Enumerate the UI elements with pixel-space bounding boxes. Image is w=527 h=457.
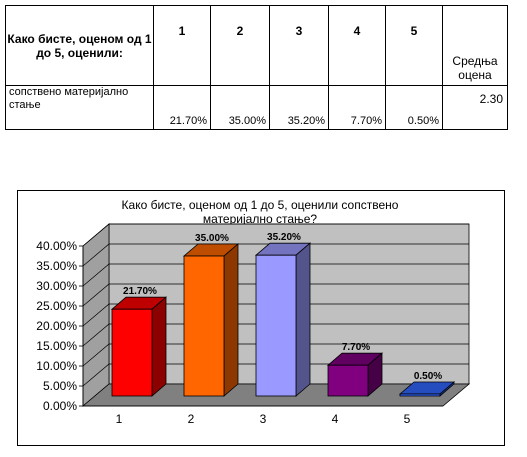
bar [111, 308, 153, 397]
data-label: 35.20% [267, 232, 301, 243]
y-tick-label: 10.00% [36, 359, 77, 373]
x-tick-label: 2 [188, 412, 195, 426]
y-tick-label: 15.00% [36, 339, 77, 353]
bar [327, 364, 369, 397]
grade-header-2: 2 [210, 5, 270, 86]
data-label: 7.70% [342, 342, 370, 353]
bar-chart: Како бисте, оценом од 1 до 5, оценили со… [36, 198, 471, 426]
y-tick-label: 40.00% [36, 239, 77, 253]
gridline [82, 283, 469, 307]
data-label: 21.70% [123, 286, 157, 297]
gridline [82, 323, 469, 347]
plot-area: 0.00% 5.00% 10.00% 15.00% 20.00% 25.00% 30.00%… [36, 223, 471, 426]
row-mean: 2.30 [442, 85, 508, 130]
bar-side [295, 242, 311, 397]
table-cell-value: 35.20% [269, 85, 329, 130]
grade-header-4: 4 [328, 5, 386, 86]
y-tick-label: 35.00% [36, 259, 77, 273]
data-label: 0.50% [414, 371, 442, 382]
table-cell-value: 35.00% [210, 85, 270, 130]
gridline [82, 263, 469, 287]
question-header: Како бисте, оценом од 1 до 5, оценили: [5, 5, 154, 86]
grade-header-1: 1 [153, 5, 211, 86]
gridline [82, 303, 469, 327]
x-tick-label: 3 [260, 412, 267, 426]
bar [183, 255, 225, 397]
bar [255, 254, 297, 397]
bar [399, 393, 441, 397]
x-tick-label: 5 [404, 412, 411, 426]
chart-title-line-1: Како бисте, оценом од 1 до 5, оценили со… [122, 198, 399, 212]
gridline [82, 223, 469, 247]
data-label: 35.00% [195, 233, 229, 244]
mean-header: Средња оцена [442, 5, 508, 86]
survey-table: Како бисте, оценом од 1 до 5, оценили: 1… [5, 5, 508, 130]
chart-frame: Како бисте, оценом од 1 до 5, оценили со… [17, 190, 505, 446]
grade-header-5: 5 [385, 5, 443, 86]
chart-title-line-2: материјално стање? [203, 212, 318, 226]
x-tick-label: 4 [332, 412, 339, 426]
table-cell-value: 21.70% [153, 85, 211, 130]
bar-side [151, 296, 167, 397]
y-tick-label: 0.00% [43, 399, 77, 413]
table-cell-value: 7.70% [328, 85, 386, 130]
gridline [82, 243, 469, 267]
question-text: Како бисте, оценом од 1 до 5, оценили: [7, 31, 152, 60]
bar-side [223, 243, 239, 397]
row-label: сопствено материјално стање [5, 85, 154, 130]
y-tick-label: 30.00% [36, 279, 77, 293]
y-tick-label: 25.00% [36, 299, 77, 313]
table-cell-value: 0.50% [385, 85, 443, 130]
y-tick-label: 20.00% [36, 319, 77, 333]
grade-header-3: 3 [269, 5, 329, 86]
x-tick-label: 1 [116, 412, 123, 426]
y-tick-label: 5.00% [43, 379, 77, 393]
gridline [82, 343, 469, 367]
